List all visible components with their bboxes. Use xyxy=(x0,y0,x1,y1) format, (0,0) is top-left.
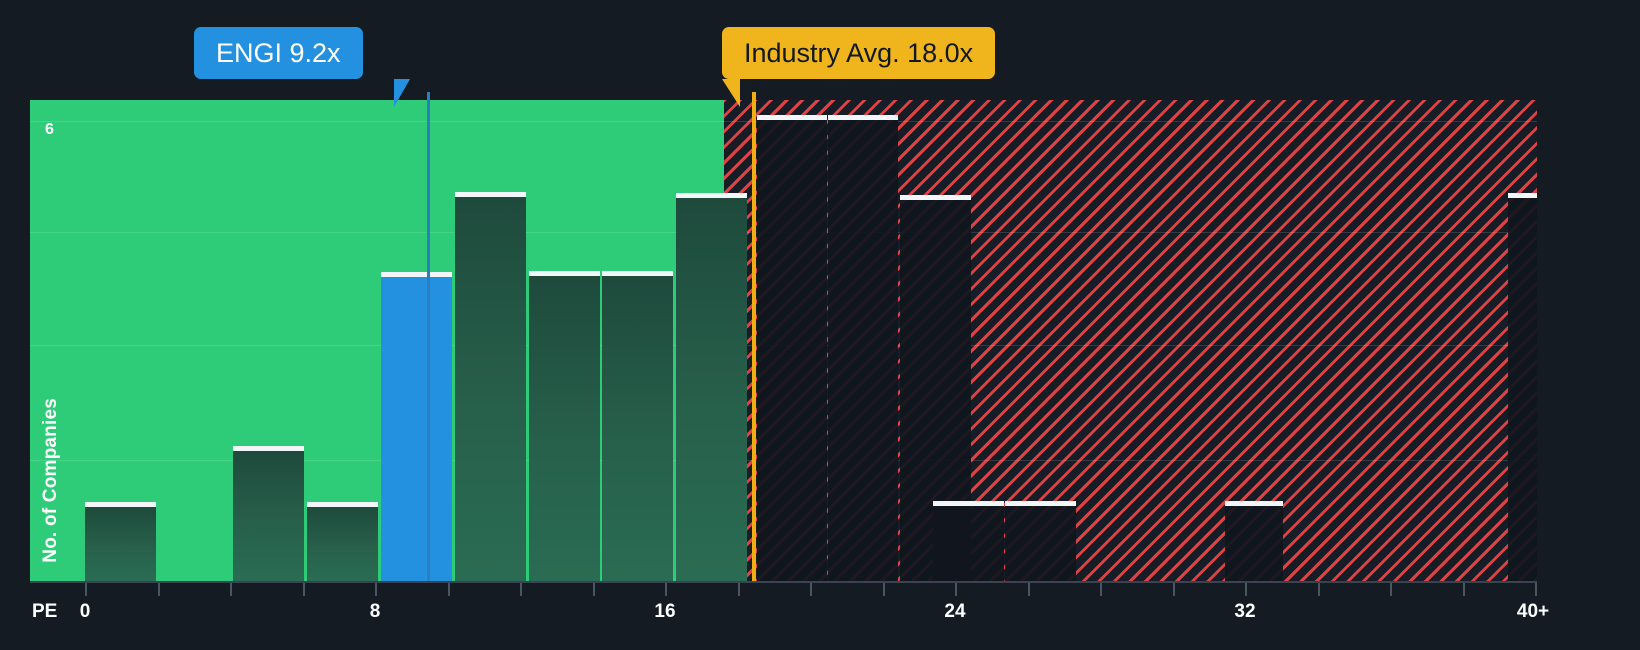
bar-body xyxy=(676,198,747,581)
bar-cap xyxy=(933,501,1004,506)
x-axis-label: 16 xyxy=(654,601,676,622)
bar-body xyxy=(828,120,898,581)
company-callout-label: ENGI 9.2x xyxy=(216,37,341,68)
bar-body xyxy=(1508,198,1537,581)
bar-body xyxy=(381,277,452,581)
bar-cap xyxy=(381,272,452,277)
bar-cap xyxy=(455,192,526,197)
industry-average-callout-label: Industry Avg. 18.0x xyxy=(744,37,974,68)
x-axis-tick xyxy=(883,583,885,596)
industry-average-marker-line xyxy=(752,92,756,581)
x-axis-tick xyxy=(1100,583,1102,596)
industry-average-callout-tail xyxy=(722,79,740,107)
histogram-bar[interactable] xyxy=(85,502,156,581)
histogram-bar[interactable] xyxy=(529,271,600,581)
x-axis-tick xyxy=(738,583,740,596)
x-axis-tick xyxy=(1173,583,1175,596)
bar-body xyxy=(1005,506,1076,581)
bar-body xyxy=(455,197,526,581)
company-callout-tail xyxy=(394,79,410,107)
x-axis-label: 0 xyxy=(79,601,91,622)
bar-cap xyxy=(900,195,971,200)
x-axis-tick xyxy=(1390,583,1392,596)
x-axis-tick xyxy=(1245,583,1247,596)
histogram-bar-highlight[interactable] xyxy=(381,272,452,581)
bar-cap xyxy=(1005,501,1076,506)
histogram-bar[interactable] xyxy=(1225,501,1283,581)
x-axis-tick xyxy=(303,583,305,596)
x-axis-line xyxy=(30,581,1537,583)
bar-body xyxy=(85,507,156,581)
x-axis-tick xyxy=(810,583,812,596)
y-axis-title: No. of Companies xyxy=(40,398,61,563)
bar-cap xyxy=(602,271,673,276)
bar-body xyxy=(307,507,378,581)
x-axis-tick xyxy=(1463,583,1465,596)
x-axis-tick xyxy=(520,583,522,596)
x-axis-tick xyxy=(1028,583,1030,596)
bar-cap xyxy=(1225,501,1283,506)
histogram-bar[interactable] xyxy=(307,502,378,581)
bar-body xyxy=(529,276,600,581)
bar-body xyxy=(602,276,673,581)
x-axis-tick xyxy=(85,583,87,596)
bar-body xyxy=(757,120,827,581)
bar-cap xyxy=(233,446,304,451)
bar-cap xyxy=(307,502,378,507)
plot-area xyxy=(30,100,1537,581)
bar-cap xyxy=(1508,193,1537,198)
bar-cap xyxy=(85,502,156,507)
x-axis-label: 8 xyxy=(369,601,381,622)
x-axis-title: PE xyxy=(32,601,58,622)
x-axis-tick xyxy=(448,583,450,596)
histogram-bar[interactable] xyxy=(1508,193,1537,581)
y-axis-tick-label: 6 xyxy=(45,121,54,138)
x-axis-tick xyxy=(665,583,667,596)
company-marker-line xyxy=(427,92,430,581)
x-axis-tick xyxy=(955,583,957,596)
bar-body xyxy=(233,451,304,581)
histogram-bar[interactable] xyxy=(828,115,898,581)
bar-cap xyxy=(529,271,600,276)
histogram-bar[interactable] xyxy=(455,192,526,581)
x-axis-tick xyxy=(593,583,595,596)
bar-cap xyxy=(676,193,747,198)
histogram-bar[interactable] xyxy=(233,446,304,581)
histogram-bar[interactable] xyxy=(676,193,747,581)
histogram-bar[interactable] xyxy=(602,271,673,581)
industry-average-callout[interactable]: Industry Avg. 18.0x xyxy=(722,27,996,79)
company-callout[interactable]: ENGI 9.2x xyxy=(194,27,363,79)
x-axis-tick xyxy=(1318,583,1320,596)
x-axis-tick xyxy=(1535,583,1537,596)
x-axis-tick xyxy=(158,583,160,596)
x-axis-tick xyxy=(230,583,232,596)
histogram-bar[interactable] xyxy=(933,501,1004,581)
x-axis-label: 32 xyxy=(1234,601,1256,622)
x-axis-label: 24 xyxy=(944,601,966,622)
histogram-bar[interactable] xyxy=(1005,501,1076,581)
bar-cap xyxy=(828,115,898,120)
bar-body xyxy=(933,506,1004,581)
bar-cap xyxy=(757,115,827,120)
histogram-bar[interactable] xyxy=(757,115,827,581)
x-axis-label: 40+ xyxy=(1516,601,1550,622)
x-axis-tick xyxy=(375,583,377,596)
bar-body xyxy=(1225,506,1283,581)
